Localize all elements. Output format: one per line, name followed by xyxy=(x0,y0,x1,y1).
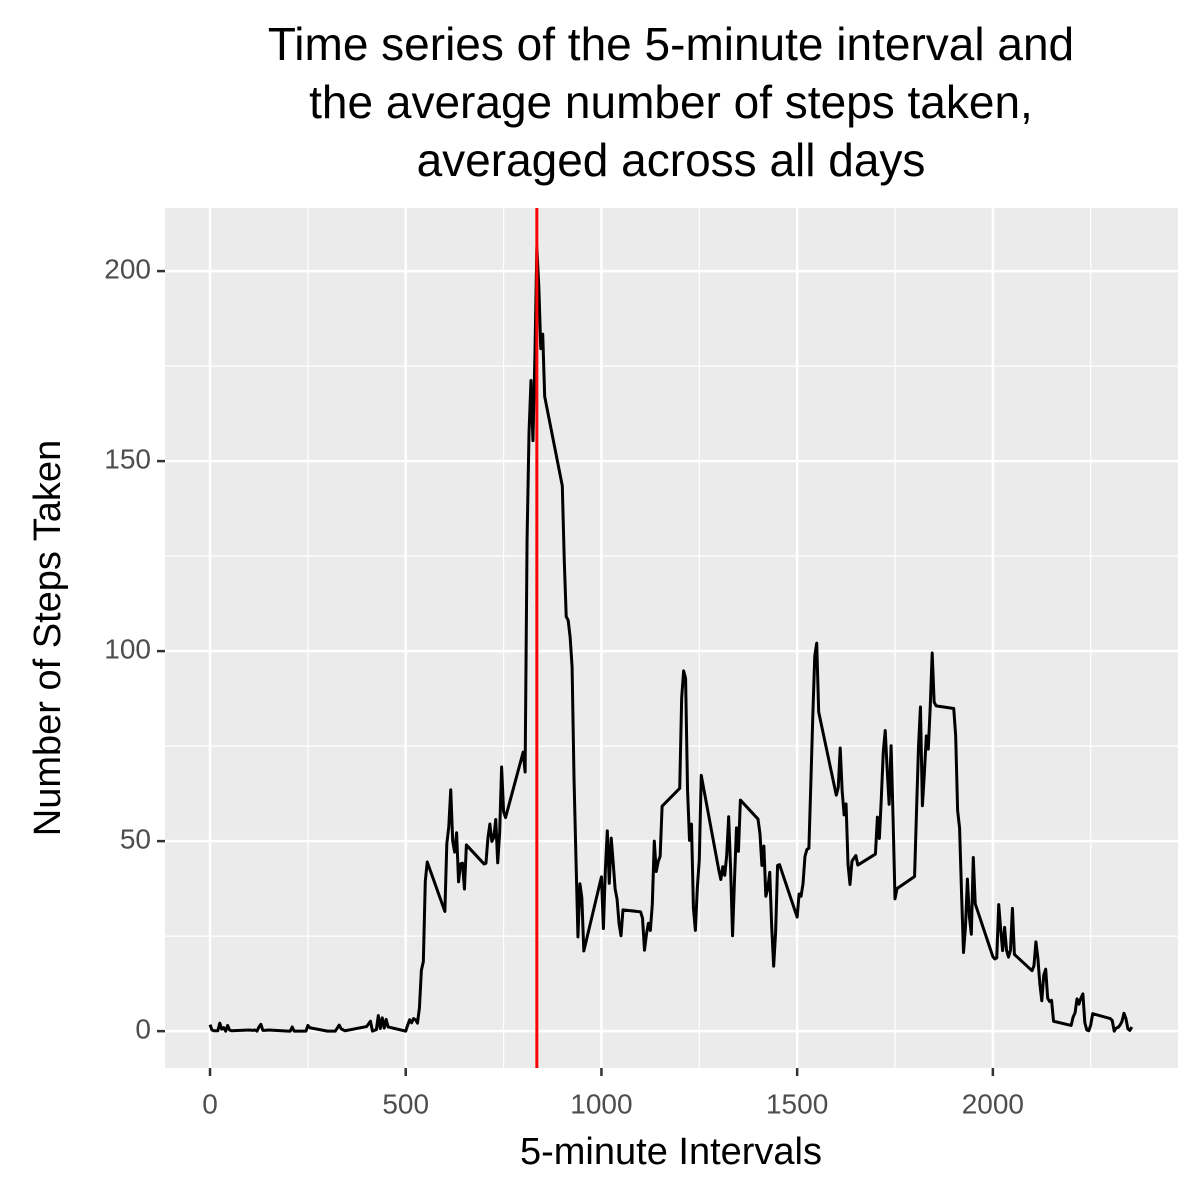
x-tick-label: 1000 xyxy=(570,1088,632,1119)
series-line xyxy=(208,246,1134,1033)
x-tick-label: 0 xyxy=(202,1088,218,1119)
x-axis-title: 5-minute Intervals xyxy=(520,1131,822,1173)
y-tick-label: 0 xyxy=(135,1014,151,1045)
y-tick-label: 50 xyxy=(120,824,151,855)
y-axis-title: Number of Steps Taken xyxy=(27,440,69,836)
y-tick-label: 150 xyxy=(104,443,151,474)
panel xyxy=(165,208,1178,1068)
chart-title: averaged across all days xyxy=(417,134,926,186)
y-tick-label: 200 xyxy=(104,253,151,284)
x-tick-label: 1500 xyxy=(766,1088,828,1119)
chart-title: Time series of the 5-minute interval and xyxy=(268,18,1074,70)
chart-title: the average number of steps taken, xyxy=(309,76,1033,128)
x-tick-label: 2000 xyxy=(962,1088,1024,1119)
x-tick-label: 500 xyxy=(382,1088,429,1119)
y-tick-label: 100 xyxy=(104,634,151,665)
